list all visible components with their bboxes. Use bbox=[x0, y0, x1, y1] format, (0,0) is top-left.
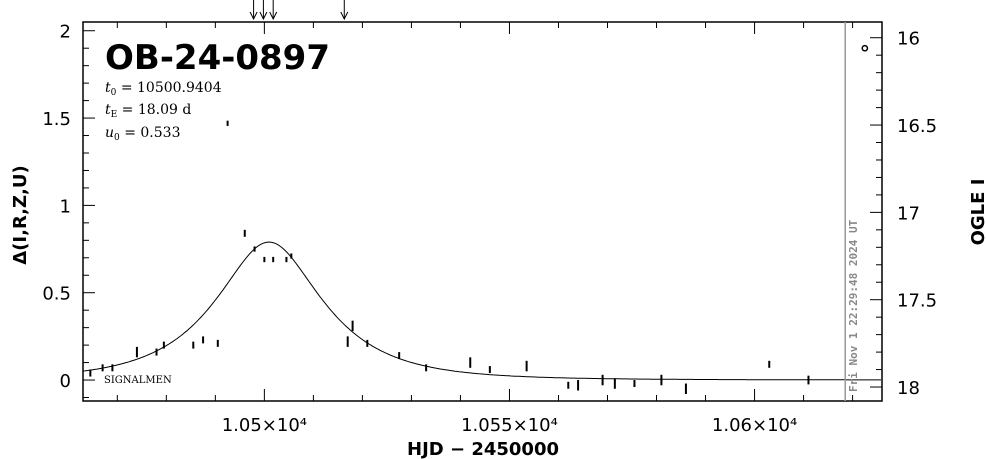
left-y-tick-label: 0 bbox=[60, 371, 71, 392]
right-y-tick-label: 16 bbox=[897, 29, 920, 50]
ogle-point bbox=[861, 44, 869, 52]
right-y-tick-label: 17 bbox=[897, 203, 920, 224]
param-u0: u0 = 0.533 bbox=[105, 125, 180, 143]
x-tick-label: 1.05×10⁴ bbox=[222, 415, 307, 436]
left-y-tick-label: 0.5 bbox=[42, 284, 71, 305]
event-arrows bbox=[249, 0, 349, 21]
param-tE: tE = 18.09 d bbox=[105, 102, 191, 120]
arrow-head bbox=[269, 11, 278, 21]
left-y-tick-label: 1 bbox=[60, 196, 71, 217]
left-y-axis-label: Δ(I,R,Z,U) bbox=[10, 165, 31, 264]
x-axis-ticks: 1.05×10⁴ 1.055×10⁴ 1.06×10⁴ bbox=[116, 22, 854, 436]
right-y-tick-label: 16.5 bbox=[897, 116, 937, 137]
plot-border bbox=[82, 21, 883, 402]
left-y-tick-label: 2 bbox=[60, 22, 71, 43]
arrow-head bbox=[259, 11, 268, 21]
chart-title: OB-24-0897 bbox=[105, 38, 330, 78]
plot-frame bbox=[82, 21, 883, 402]
right-y-axis-label-text: OGLE I bbox=[968, 179, 986, 246]
x-tick-label: 1.055×10⁴ bbox=[461, 415, 558, 436]
right-y-axis-label: OGLE I bbox=[968, 179, 986, 246]
corner-label: SIGNALMEN bbox=[104, 375, 172, 386]
data-points bbox=[89, 44, 869, 395]
arrow-head bbox=[249, 11, 258, 21]
time-marker-label: Fri Nov 1 22:29:48 2024 UT bbox=[847, 219, 860, 392]
model-curve bbox=[82, 241, 881, 381]
x-tick-label: 1.06×10⁴ bbox=[712, 415, 797, 436]
right-y-tick-label: 17.5 bbox=[897, 291, 937, 312]
left-y-axis-ticks: 0 0.5 1 1.5 2 bbox=[42, 22, 95, 399]
left-y-tick-label: 1.5 bbox=[42, 109, 71, 130]
model-curve-group bbox=[82, 241, 881, 381]
right-y-tick-label: 18 bbox=[897, 378, 920, 399]
x-axis-label: HJD − 2450000 bbox=[407, 439, 559, 459]
right-y-axis-ticks: 16 16.5 17 17.5 18 bbox=[870, 29, 937, 399]
current-time-marker: Fri Nov 1 22:29:48 2024 UT bbox=[844, 22, 860, 401]
param-t0: t0 = 10500.9404 bbox=[105, 80, 222, 98]
arrow-head bbox=[340, 11, 349, 21]
